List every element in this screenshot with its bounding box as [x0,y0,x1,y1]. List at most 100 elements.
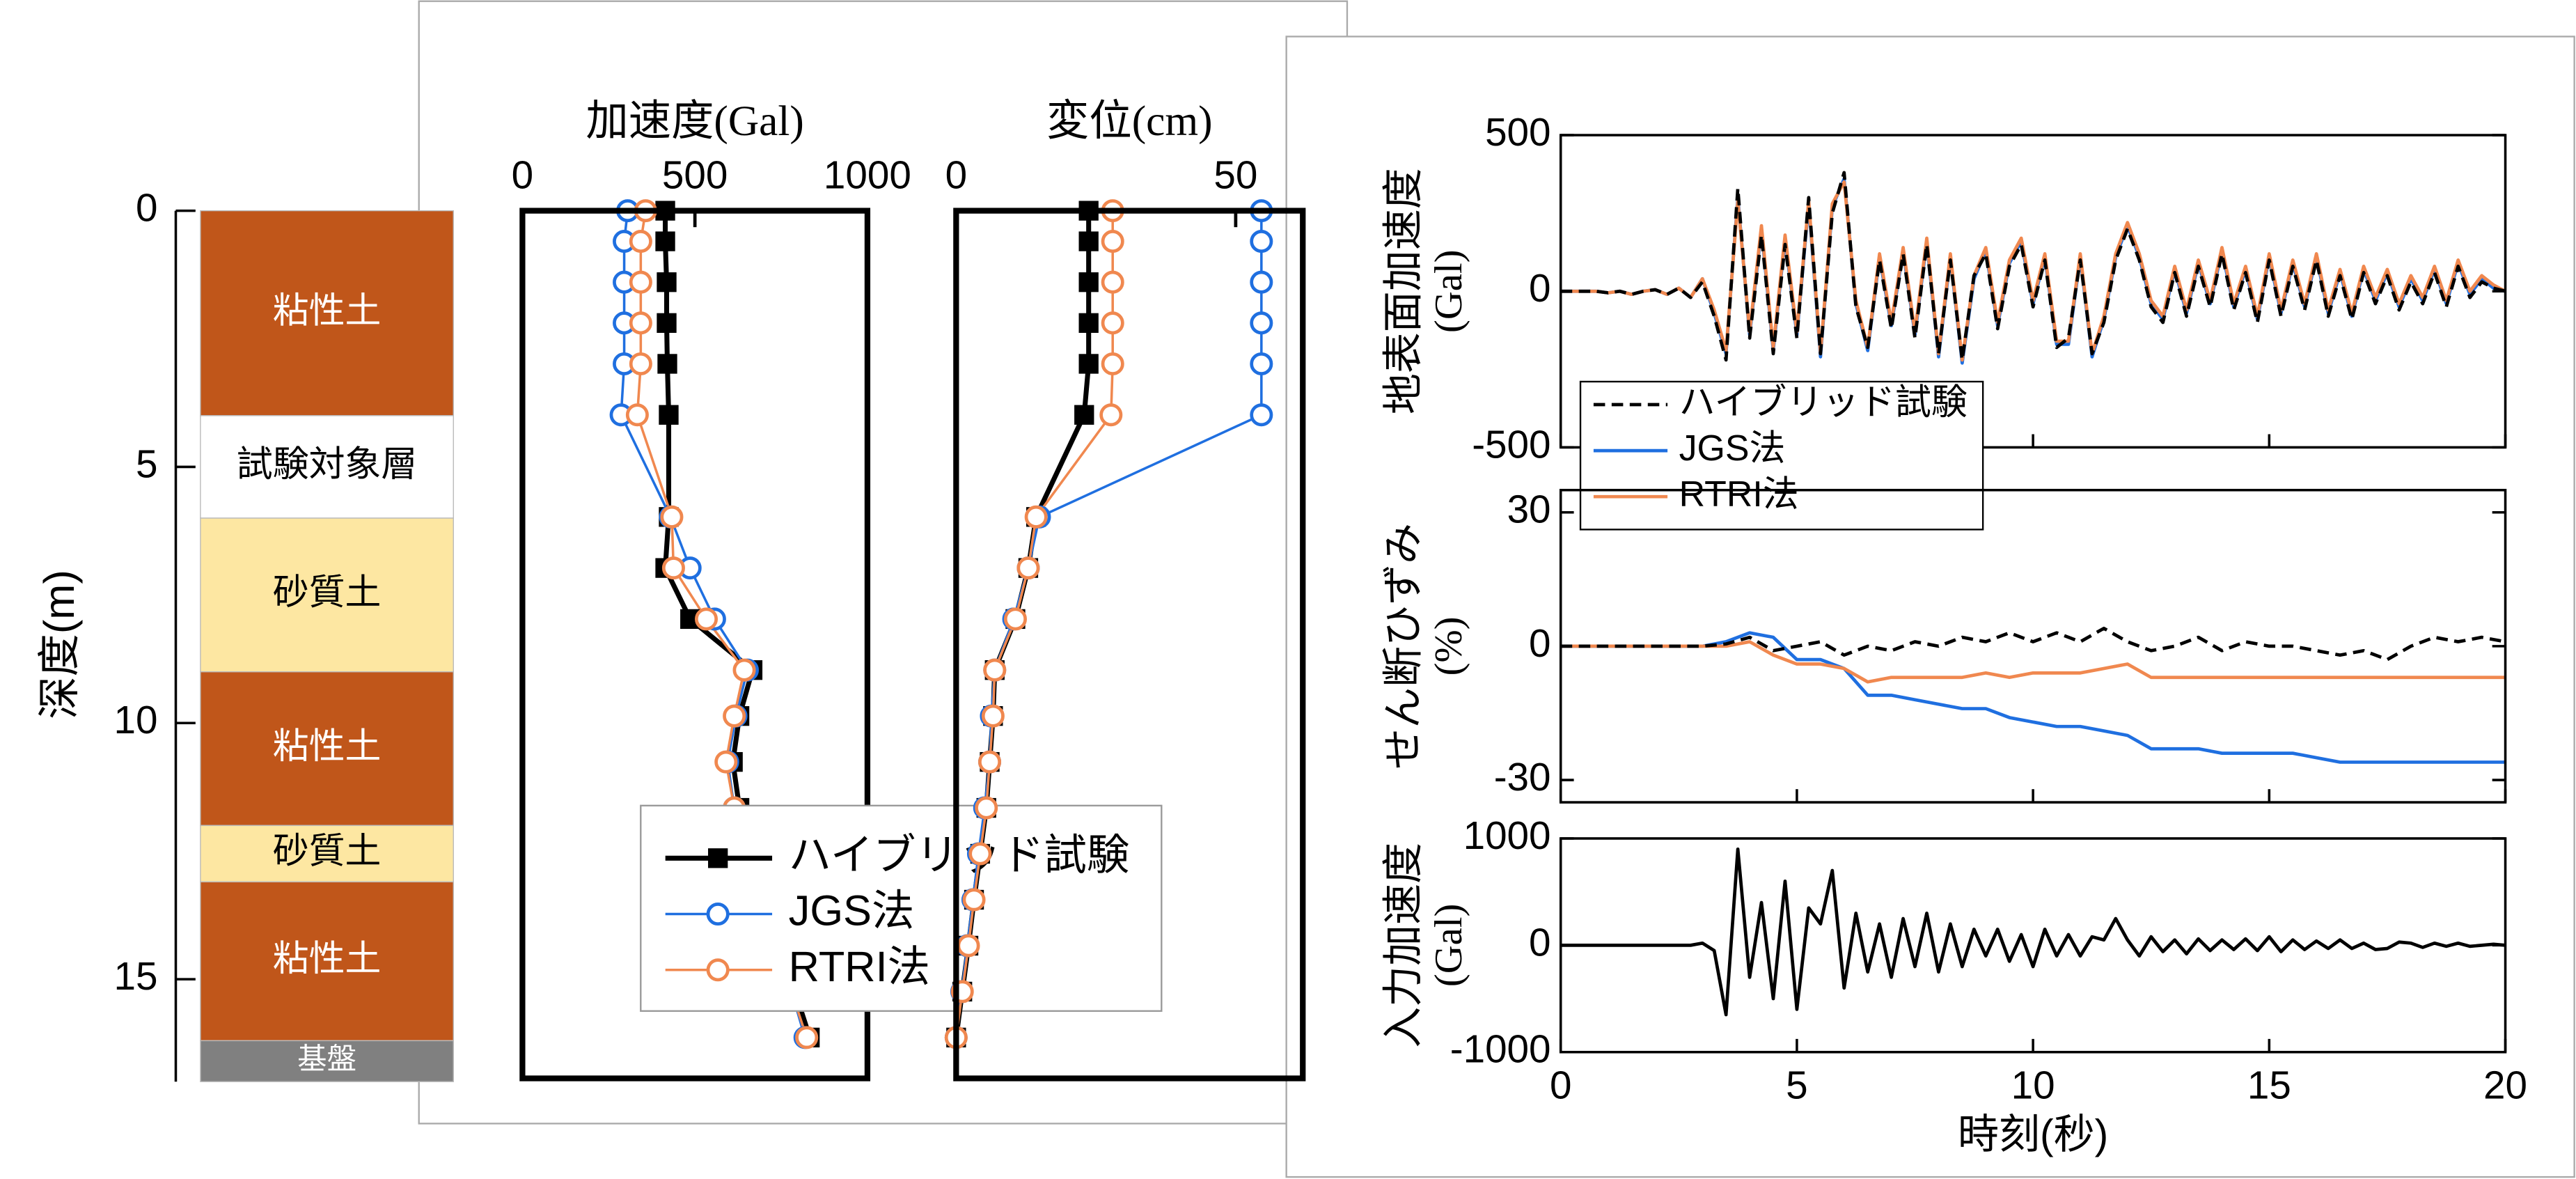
series-line [1560,171,2506,362]
x-axis-label: 時刻(秒) [1958,1111,2108,1157]
series-line [1560,640,2506,684]
layer-label: 砂質土 [273,831,382,872]
marker [1024,505,1048,529]
marker [714,750,738,774]
plot [1560,847,2506,1017]
y-tick-label: 15 [114,955,158,999]
marker [657,272,677,292]
marker [1250,403,1273,427]
panel-frame [1285,36,2575,1178]
marker [1101,270,1124,294]
marker [1250,270,1273,294]
axes-frame [1559,488,2507,804]
marker [659,405,679,425]
marker [1250,352,1273,375]
marker [661,556,685,580]
marker [1250,311,1273,335]
plot [1560,171,2506,365]
marker [1078,313,1099,333]
y-tick-label: 30 [1507,488,1551,532]
legend-label: ハイブリッド試験 [1679,382,1968,423]
soil-layer [200,1040,454,1082]
soil-layer [200,517,454,673]
marker [655,231,675,251]
y-tick-label: -1000 [1450,1028,1551,1072]
y-tick-label: 0 [136,187,158,231]
marker [981,704,1005,728]
y-tick-label: 5 [136,442,158,486]
marker [1101,352,1124,375]
y-axis-label: (Gal) [1427,249,1470,332]
marker [657,354,677,374]
y-tick-label: 500 [1485,111,1550,155]
marker [1078,354,1099,374]
x-tick-label: 20 [2483,1064,2527,1108]
marker [795,1026,819,1049]
marker [1078,272,1099,292]
series-line [1560,847,2506,1017]
x-tick-label: 15 [2247,1064,2291,1108]
y-tick-label: 10 [114,698,158,742]
soil-layer [200,415,454,519]
legend-label: JGS法 [789,887,915,935]
y-axis-label: せん断ひずみ [1380,523,1426,770]
plot [1560,626,2506,764]
layer-label: 砂質土 [273,572,382,613]
legend-label: JGS法 [1679,428,1786,469]
y-axis-label: 入力加速度 [1380,843,1426,1048]
marker [1101,311,1124,335]
marker [1074,405,1094,425]
layer-label: 粘性土 [273,939,382,979]
marker [1016,556,1040,580]
axes-frame [1559,837,2507,1054]
x-tick-label: 1000 [824,153,911,197]
layer-label: 試験対象層 [237,444,418,485]
y-tick-label: -30 [1494,756,1551,799]
x-tick-label: 5 [1786,1064,1808,1108]
x-tick-label: 500 [662,153,728,197]
axes-frame [953,208,1306,1082]
y-tick-label: -500 [1472,423,1550,467]
axes-frame [1559,134,2507,449]
legend-marker [708,848,728,868]
y-tick-label: 0 [1529,622,1551,666]
marker [1078,231,1099,251]
marker [629,311,652,335]
axes-frame [519,208,871,1082]
y-axis-label: (Gal) [1427,904,1470,987]
legend-marker [706,903,730,926]
marker [968,842,992,866]
marker [1101,230,1124,253]
marker [978,750,1002,774]
layer-label: 粘性土 [273,726,382,767]
soil-layer [200,881,454,1042]
y-tick-label: 0 [1529,267,1551,311]
marker [1003,607,1027,631]
y-tick-label: 1000 [1463,814,1551,858]
marker [957,934,980,958]
plot [944,199,1273,1049]
legend-label: RTRI法 [789,943,930,991]
marker [723,704,746,728]
x-tick-label: 50 [1214,153,1257,197]
marker [1250,230,1273,253]
legend-marker [706,958,730,982]
marker [975,796,998,820]
marker [629,352,652,375]
x-tick-label: 0 [945,153,968,197]
x-tick-label: 10 [2011,1064,2055,1108]
layer-label: 粘性土 [273,290,382,331]
chart-title: 加速度(Gal) [586,97,803,145]
soil-layer [200,210,454,416]
marker [983,658,1007,682]
marker [1099,403,1123,427]
x-tick-label: 0 [512,153,533,197]
marker [657,313,677,333]
marker [660,505,684,529]
marker [629,270,652,294]
y-axis-label: 地表面加速度 [1380,168,1426,414]
y-axis-label: 深度(m) [36,570,84,719]
chart-title: 変位(cm) [1046,97,1213,145]
series-line [1560,626,2506,662]
marker [962,888,986,912]
